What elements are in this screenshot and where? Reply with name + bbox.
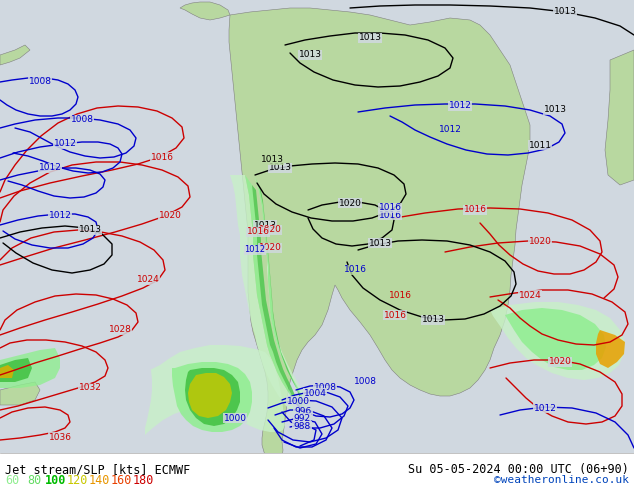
Text: 1032: 1032 bbox=[79, 384, 101, 392]
Text: 140: 140 bbox=[89, 473, 110, 487]
Polygon shape bbox=[505, 308, 606, 370]
Polygon shape bbox=[180, 2, 230, 20]
Text: 1016: 1016 bbox=[389, 291, 411, 299]
Text: 1012: 1012 bbox=[49, 211, 72, 220]
Text: 1016: 1016 bbox=[463, 205, 486, 215]
Text: 1000: 1000 bbox=[287, 396, 309, 406]
Text: 1008: 1008 bbox=[29, 77, 51, 87]
Text: 100: 100 bbox=[45, 473, 67, 487]
Text: 1008: 1008 bbox=[354, 377, 377, 387]
Polygon shape bbox=[0, 358, 32, 382]
Text: 1013: 1013 bbox=[261, 155, 283, 165]
Text: 1028: 1028 bbox=[108, 325, 131, 335]
Polygon shape bbox=[188, 373, 232, 418]
Text: 1013: 1013 bbox=[254, 220, 276, 229]
Text: 1020: 1020 bbox=[259, 225, 281, 235]
Text: 1012: 1012 bbox=[39, 164, 61, 172]
Text: 1016: 1016 bbox=[344, 266, 366, 274]
Text: 1013: 1013 bbox=[368, 239, 392, 247]
Polygon shape bbox=[490, 302, 625, 380]
Text: ©weatheronline.co.uk: ©weatheronline.co.uk bbox=[494, 475, 629, 485]
Text: 1020: 1020 bbox=[548, 358, 571, 367]
Text: 120: 120 bbox=[67, 473, 88, 487]
Text: 996: 996 bbox=[294, 407, 312, 416]
Text: 1008: 1008 bbox=[313, 383, 337, 392]
Text: 1011: 1011 bbox=[529, 141, 552, 149]
Text: 1016: 1016 bbox=[384, 311, 406, 319]
Polygon shape bbox=[596, 330, 625, 368]
Text: 180: 180 bbox=[133, 473, 154, 487]
Text: Su 05-05-2024 00:00 UTC (06+90): Su 05-05-2024 00:00 UTC (06+90) bbox=[408, 463, 629, 476]
Polygon shape bbox=[0, 45, 30, 65]
Text: 1013: 1013 bbox=[79, 225, 101, 235]
Polygon shape bbox=[230, 175, 312, 420]
Text: 992: 992 bbox=[294, 414, 311, 422]
Text: 1036: 1036 bbox=[48, 433, 72, 441]
Polygon shape bbox=[605, 50, 634, 185]
Bar bbox=[0, 453, 634, 490]
Text: 1016: 1016 bbox=[378, 203, 401, 213]
Text: 1012: 1012 bbox=[53, 140, 77, 148]
Text: 1013: 1013 bbox=[553, 7, 576, 17]
Text: 1016: 1016 bbox=[378, 211, 401, 220]
Polygon shape bbox=[172, 362, 252, 432]
Text: 1013: 1013 bbox=[269, 164, 292, 172]
Text: 1012: 1012 bbox=[534, 403, 557, 413]
Text: 1020: 1020 bbox=[529, 238, 552, 246]
Text: 1013: 1013 bbox=[299, 50, 321, 59]
Text: 1012: 1012 bbox=[245, 245, 266, 254]
Text: 1004: 1004 bbox=[304, 389, 327, 397]
Text: 1020: 1020 bbox=[259, 244, 281, 252]
Polygon shape bbox=[185, 368, 240, 426]
Text: 1000: 1000 bbox=[224, 414, 247, 422]
Text: 160: 160 bbox=[111, 473, 133, 487]
Text: 1012: 1012 bbox=[449, 101, 472, 111]
Text: 1020: 1020 bbox=[339, 198, 361, 207]
Text: 1024: 1024 bbox=[136, 275, 159, 285]
Polygon shape bbox=[0, 365, 14, 378]
Text: 988: 988 bbox=[294, 421, 311, 431]
Text: 1012: 1012 bbox=[439, 125, 462, 134]
Text: 1016: 1016 bbox=[247, 227, 269, 237]
Polygon shape bbox=[252, 185, 303, 407]
Polygon shape bbox=[245, 175, 306, 412]
Text: 1013: 1013 bbox=[358, 33, 382, 43]
Text: 60: 60 bbox=[5, 473, 19, 487]
Text: Jet stream/SLP [kts] ECMWF: Jet stream/SLP [kts] ECMWF bbox=[5, 463, 190, 476]
Polygon shape bbox=[0, 348, 60, 388]
Polygon shape bbox=[145, 345, 285, 435]
Text: 1016: 1016 bbox=[150, 152, 174, 162]
Text: 1013: 1013 bbox=[422, 316, 444, 324]
Polygon shape bbox=[0, 382, 40, 405]
Text: 1013: 1013 bbox=[543, 105, 567, 115]
Text: 80: 80 bbox=[27, 473, 41, 487]
Text: 1020: 1020 bbox=[158, 212, 181, 220]
Text: 1024: 1024 bbox=[519, 291, 541, 299]
Polygon shape bbox=[229, 8, 530, 465]
Text: 1008: 1008 bbox=[70, 116, 93, 124]
